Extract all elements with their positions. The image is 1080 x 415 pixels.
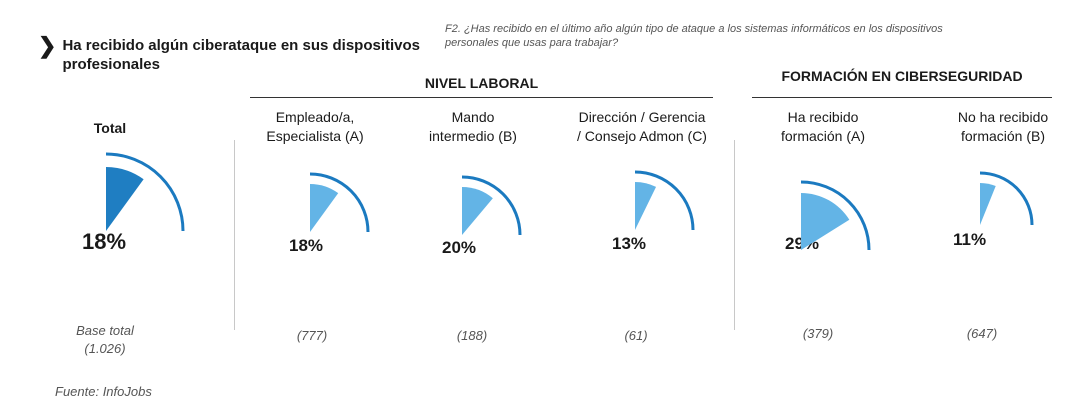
base-count-no-ha-recibido: (647) <box>932 325 1032 343</box>
separator-line <box>234 140 235 330</box>
column-label-line: Empleado/a, <box>240 108 390 127</box>
column-label-ha-recibido: Ha recibido formación (A) <box>748 108 898 146</box>
column-label-line: / Consejo Admon (C) <box>562 127 722 146</box>
column-label-line: formación (B) <box>928 127 1078 146</box>
column-label-line: formación (A) <box>748 127 898 146</box>
base-total-label: Base total <box>40 322 170 340</box>
group-title-nivel-laboral: NIVEL LABORAL <box>250 75 713 91</box>
column-label-line: No ha recibido <box>928 108 1078 127</box>
base-count-empleado: (777) <box>262 327 362 345</box>
value-label-mando: 20% <box>442 238 476 258</box>
source-note: Fuente: InfoJobs <box>55 384 152 399</box>
base-total: Base total (1.026) <box>40 322 170 358</box>
total-label: Total <box>60 120 160 136</box>
survey-question: F2. ¿Has recibido en el último año algún… <box>445 22 965 50</box>
chart-title: ❯ Ha recibido algún ciberataque en sus d… <box>38 36 438 74</box>
gauge-arc-no-ha-recibido <box>980 173 1032 225</box>
chart-title-text: Ha recibido algún ciberataque en sus dis… <box>62 36 438 74</box>
base-total-value: (1.026) <box>40 340 170 358</box>
gauge-sector-empleado <box>310 184 338 232</box>
gauge-sector-total <box>106 167 144 231</box>
column-label-line: Dirección / Gerencia <box>562 108 722 127</box>
value-label-empleado: 18% <box>289 236 323 256</box>
column-label-line: Ha recibido <box>748 108 898 127</box>
value-label-total: 18% <box>82 229 126 255</box>
column-label-no-ha-recibido: No ha recibido formación (B) <box>928 108 1078 146</box>
base-count-direccion: (61) <box>586 327 686 345</box>
gauge-sector-no-ha-recibido <box>980 183 996 225</box>
chevron-right-icon: ❯ <box>38 36 56 56</box>
gauge-arc-mando <box>462 177 520 235</box>
gauge-sector-direccion <box>635 182 656 230</box>
gauge-arc-total <box>106 154 183 231</box>
group-underline-formacion <box>752 97 1052 98</box>
column-label-line: intermedio (B) <box>398 127 548 146</box>
column-label-mando: Mando intermedio (B) <box>398 108 548 146</box>
gauge-arc-direccion <box>635 172 693 230</box>
value-label-no-ha-recibido: 11% <box>953 230 986 250</box>
column-label-direccion: Dirección / Gerencia / Consejo Admon (C) <box>562 108 722 146</box>
value-label-direccion: 13% <box>612 234 646 254</box>
column-label-empleado: Empleado/a, Especialista (A) <box>240 108 390 146</box>
separator-line <box>734 140 735 330</box>
group-underline-nivel-laboral <box>250 97 713 98</box>
column-label-line: Especialista (A) <box>240 127 390 146</box>
base-count-ha-recibido: (379) <box>768 325 868 343</box>
gauge-arc-empleado <box>310 174 368 232</box>
group-title-formacion: FORMACIÓN EN CIBERSEGURIDAD <box>752 68 1052 84</box>
value-label-ha-recibido: 29% <box>785 234 819 254</box>
column-label-line: Mando <box>398 108 548 127</box>
base-count-mando: (188) <box>422 327 522 345</box>
gauge-sector-mando <box>462 187 493 235</box>
